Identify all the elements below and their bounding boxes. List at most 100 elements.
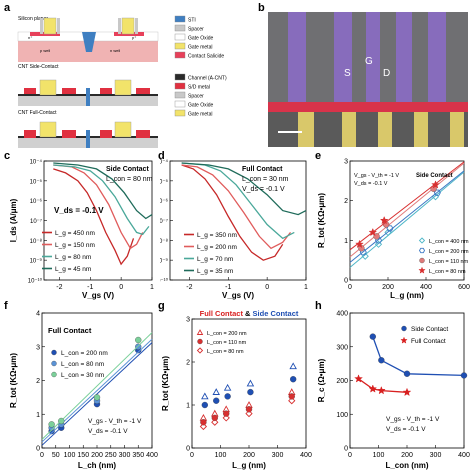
x-axis-label: L_con (nm) — [385, 461, 428, 470]
data-point — [223, 410, 230, 417]
chart-e-rtot-vs-lg: 0 200 400 600 0 1 2 3 L_g (nm) R_tot (KΩ•μm) L_con… — [317, 159, 470, 301]
y-tick-label: 3 — [36, 344, 40, 351]
annotation: V_gs - V_th = -1 V — [386, 416, 440, 423]
fit-line — [349, 171, 465, 268]
legend: L_con = 400 nm L_con = 200 nm L_con = 110 … — [418, 237, 469, 275]
x-axis-label: V_gs (V) — [82, 291, 114, 300]
data-point — [245, 409, 253, 418]
chart-title-part: Side Contact — [253, 309, 299, 318]
x-axis-label: V_gs (V) — [222, 291, 254, 300]
legend-label: Full Contact — [411, 338, 446, 345]
legend-swatch — [174, 42, 186, 50]
x-tick-label: 200 — [382, 284, 394, 291]
legend-label: L_g = 200 nm — [197, 244, 237, 251]
y-tick-label: 0 — [344, 446, 348, 453]
legend-label: L_con = 400 nm — [429, 239, 469, 245]
x-tick-label: -1 — [87, 284, 93, 291]
y-tick-label: 10⁻⁵ — [160, 178, 169, 185]
data-point — [433, 189, 441, 196]
data-point — [201, 392, 209, 400]
well-n: n well — [110, 48, 120, 53]
series-line — [53, 168, 135, 266]
y-axis-label: R_tot (KΩ•μm) — [317, 193, 326, 248]
annotation: V_gs - V_th = -1 V — [88, 418, 142, 425]
legend-swatch — [174, 73, 186, 81]
y-tick-label: 2 — [186, 360, 190, 367]
legend-swatch — [174, 82, 186, 90]
y-tick-label: 10⁻⁸ — [160, 238, 168, 245]
legend-swatch — [174, 51, 186, 59]
legend-label: L_g = 450 nm — [55, 230, 95, 237]
data-point — [368, 227, 378, 237]
legend-swatch — [174, 24, 186, 32]
plot-frame — [349, 312, 465, 449]
panel-letter-f: f — [4, 300, 8, 312]
series-2 — [354, 374, 412, 397]
series-1 — [369, 333, 468, 379]
data-point — [431, 180, 440, 189]
legend-swatch — [174, 15, 186, 23]
legend-label: L_con = 200 nm — [429, 249, 469, 255]
data-point — [403, 370, 411, 377]
legend-label: L_g = 150 nm — [55, 242, 95, 249]
data-point — [51, 371, 57, 378]
x-tick-label: 100 — [215, 452, 227, 459]
series-4 — [201, 362, 297, 400]
x-tick-label: 1 — [304, 284, 308, 291]
x-tick-label: 400 — [420, 284, 432, 291]
chart-c-side-contact-transfer: -2 -1 0 1 10⁻⁴ 10⁻⁵ 10⁻⁶ 10⁻⁷ 10⁻⁸ 10⁻⁹ 10⁻¹⁰ V_gs … — [9, 159, 154, 301]
data-point — [376, 385, 386, 395]
legend-label: L_con = 110 nm — [429, 259, 469, 265]
fit-line — [349, 162, 465, 258]
annotation: Full Contact — [48, 326, 92, 335]
x-tick-label: 200 — [401, 452, 413, 459]
y-tick-label: 10⁻¹⁰ — [28, 278, 43, 285]
legend: Side Contact Full Contact — [400, 325, 448, 345]
y-tick-label: 300 — [336, 344, 348, 351]
series-line — [181, 164, 284, 261]
series-2 — [200, 393, 295, 426]
chart-f-rtot-vs-lch: 0 50 100 150 200 250 300 350 400 0 1 2 3 4 L_ch (nm) R_… — [9, 311, 158, 471]
data-point — [368, 384, 378, 393]
series-4 — [181, 162, 307, 216]
legend-label: L_con = 80 nm — [429, 269, 466, 275]
legend-label: L_g = 350 nm — [197, 232, 237, 239]
row-label-full: CNT Full-Contact — [18, 110, 57, 116]
y-tick-label: 1 — [36, 412, 40, 419]
data-point — [93, 394, 101, 401]
y-tick-label: 1 — [186, 403, 190, 410]
sem-label-s: S — [344, 68, 351, 79]
annotation: V_ds = -0.1 V — [242, 186, 285, 193]
legend-label: Gate Oxide — [188, 36, 214, 42]
annotation: Side Contact — [106, 166, 149, 173]
legend-swatch — [174, 33, 186, 41]
row-label-silicon: Silicon planar — [18, 16, 48, 22]
annotation: V_ds = -0.1 V — [88, 428, 128, 435]
x-tick-label: 0 — [119, 284, 123, 291]
x-tick-label: 150 — [77, 452, 89, 459]
chart-h-rc-vs-lcon: 0 100 200 300 400 0 100 200 300 400 L_con (nm) R_c … — [317, 311, 470, 471]
fit-line — [349, 170, 465, 263]
panel-letter-c: c — [4, 150, 11, 162]
legend-label: Contact Salicide — [188, 54, 224, 60]
chart-title: Full Contact & Side Contact — [200, 309, 299, 318]
legend-label: L_g = 45 nm — [55, 266, 91, 273]
x-tick-label: -2 — [186, 284, 192, 291]
legend-label: Gate metal — [188, 45, 212, 51]
series-line — [53, 164, 150, 236]
well-p: p well — [40, 48, 50, 53]
y-tick-label: 2 — [344, 198, 348, 205]
plot-frame — [169, 160, 307, 281]
series-1 — [181, 164, 284, 261]
y-tick-label: 2 — [36, 378, 40, 385]
data-point — [288, 393, 295, 400]
x-tick-label: 0 — [348, 452, 352, 459]
data-point — [401, 325, 407, 332]
series-line — [53, 162, 153, 220]
annotation: V_gs - V_th = -1 V — [354, 173, 399, 179]
y-tick-label: 10⁻⁷ — [30, 218, 42, 225]
x-tick-label: 600 — [458, 284, 470, 291]
legend: L_g = 350 nm L_g = 200 nm L_g = 70 nm L_g =… — [184, 232, 237, 275]
x-tick-label: 300 — [119, 452, 131, 459]
data-point — [374, 237, 383, 244]
